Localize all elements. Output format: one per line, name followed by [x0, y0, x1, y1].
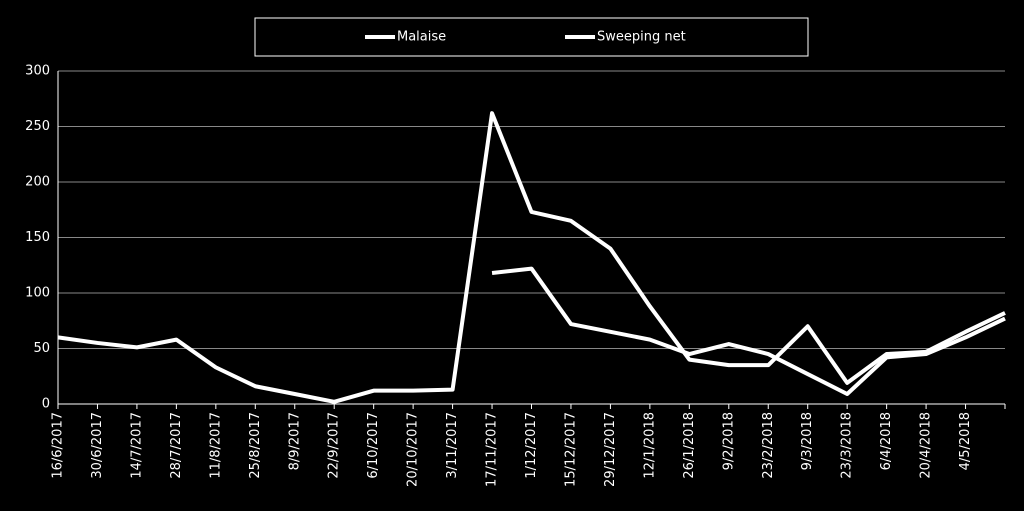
x-tick-label: 3/11/2017	[445, 412, 460, 479]
y-tick-label: 300	[25, 64, 50, 79]
x-tick-label: 4/5/2018	[958, 412, 973, 470]
x-tick-label: 25/8/2017	[248, 412, 263, 479]
x-tick-label: 23/3/2018	[840, 412, 855, 479]
x-tick-label: 29/12/2017	[603, 412, 618, 487]
x-tick-label: 15/12/2017	[563, 412, 578, 487]
y-tick-label: 100	[25, 286, 50, 301]
x-tick-label: 6/4/2018	[879, 412, 894, 470]
y-tick-label: 200	[25, 175, 50, 190]
legend-label: Sweeping net	[597, 30, 686, 45]
x-tick-label: 1/12/2017	[524, 412, 539, 479]
x-tick-label: 8/9/2017	[287, 412, 302, 470]
x-tick-label: 9/3/2018	[800, 412, 815, 470]
x-tick-label: 30/6/2017	[90, 412, 105, 479]
y-tick-label: 150	[25, 230, 50, 245]
x-tick-label: 28/7/2017	[169, 412, 184, 479]
x-tick-label: 26/1/2018	[682, 412, 697, 479]
x-tick-label: 23/2/2018	[761, 412, 776, 479]
x-tick-label: 16/6/2017	[51, 412, 66, 479]
x-tick-label: 6/10/2017	[366, 412, 381, 479]
legend-label: Malaise	[397, 30, 446, 45]
x-tick-label: 20/4/2018	[919, 412, 934, 479]
x-tick-label: 11/8/2017	[208, 412, 223, 479]
series-line	[491, 266, 1006, 397]
y-tick-label: 250	[25, 119, 50, 134]
legend-box	[254, 17, 809, 57]
x-tick-label: 14/7/2017	[129, 412, 144, 479]
series-line	[57, 111, 1006, 404]
x-tick-label: 22/9/2017	[327, 412, 342, 479]
x-tick-label: 17/11/2017	[485, 412, 500, 487]
x-tick-label: 12/1/2018	[642, 412, 657, 479]
x-tick-label: 20/10/2017	[406, 412, 421, 487]
y-tick-label: 50	[33, 341, 50, 356]
x-tick-label: 9/2/2018	[721, 412, 736, 470]
y-tick-label: 0	[42, 397, 50, 412]
